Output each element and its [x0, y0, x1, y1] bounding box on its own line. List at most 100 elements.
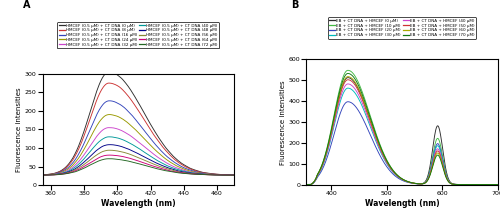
HMCEF (0.5 μM) + CT DNA (72 μM) — [40, 174, 46, 176]
HMCEF (0.5 μM) + CT DNA (24 μM) — [106, 113, 112, 116]
Line: HMCEF (0.5 μM) + CT DNA (48 μM): HMCEF (0.5 μM) + CT DNA (48 μM) — [42, 145, 234, 175]
HMCEF (0.5 μM) + CT DNA (32 μM) — [184, 170, 190, 172]
HMCEF (0.5 μM) + CT DNA (16 μM) — [152, 143, 158, 146]
HMCEF (0.5 μM) + CT DNA (72 μM) — [228, 174, 234, 176]
HMCEF (0.5 μM) + CT DNA (48 μM) — [230, 174, 236, 176]
HMCEF (0.5 μM) + CT DNA (0 μM) — [152, 131, 158, 134]
HMCEF (0.5 μM) + CT DNA (64 μM) — [152, 166, 158, 168]
Line: HMCEF (0.5 μM) + CT DNA (40 μM): HMCEF (0.5 μM) + CT DNA (40 μM) — [42, 137, 234, 175]
Y-axis label: Fluorescence intensities: Fluorescence intensities — [16, 87, 22, 172]
HMCEF (0.5 μM) + CT DNA (16 μM) — [88, 125, 94, 127]
X-axis label: Wavelength (nm): Wavelength (nm) — [364, 199, 439, 208]
HMCEF (0.5 μM) + CT DNA (32 μM) — [168, 164, 174, 166]
HMCEF (0.5 μM) + CT DNA (64 μM) — [88, 160, 94, 163]
Line: HMCEF (0.5 μM) + CT DNA (64 μM): HMCEF (0.5 μM) + CT DNA (64 μM) — [42, 155, 234, 175]
HMCEF (0.5 μM) + CT DNA (24 μM) — [88, 134, 94, 136]
Text: B: B — [291, 0, 298, 10]
HMCEF (0.5 μM) + CT DNA (8 μM) — [184, 166, 190, 169]
HMCEF (0.5 μM) + CT DNA (0 μM) — [126, 87, 132, 89]
HMCEF (0.5 μM) + CT DNA (64 μM) — [74, 169, 80, 172]
HMCEF (0.5 μM) + CT DNA (48 μM) — [184, 171, 190, 174]
HMCEF (0.5 μM) + CT DNA (0 μM) — [74, 150, 80, 152]
HMCEF (0.5 μM) + CT DNA (40 μM) — [88, 149, 94, 151]
HMCEF (0.5 μM) + CT DNA (0 μM) — [230, 174, 236, 176]
HMCEF (0.5 μM) + CT DNA (72 μM) — [230, 174, 236, 176]
HMCEF (0.5 μM) + CT DNA (40 μM) — [152, 158, 158, 161]
HMCEF (0.5 μM) + CT DNA (32 μM) — [41, 174, 47, 176]
HMCEF (0.5 μM) + CT DNA (0 μM) — [106, 71, 112, 73]
HMCEF (0.5 μM) + CT DNA (72 μM) — [74, 170, 80, 173]
Line: HMCEF (0.5 μM) + CT DNA (8 μM): HMCEF (0.5 μM) + CT DNA (8 μM) — [42, 83, 234, 175]
HMCEF (0.5 μM) + CT DNA (64 μM) — [230, 174, 236, 176]
Line: HMCEF (0.5 μM) + CT DNA (24 μM): HMCEF (0.5 μM) + CT DNA (24 μM) — [42, 114, 234, 175]
HMCEF (0.5 μM) + CT DNA (24 μM) — [184, 169, 190, 171]
HMCEF (0.5 μM) + CT DNA (48 μM) — [40, 174, 46, 176]
HMCEF (0.5 μM) + CT DNA (0 μM) — [88, 106, 94, 108]
HMCEF (0.5 μM) + CT DNA (24 μM) — [74, 160, 80, 162]
HMCEF (0.5 μM) + CT DNA (32 μM) — [153, 155, 159, 157]
HMCEF (0.5 μM) + CT DNA (32 μM) — [230, 174, 236, 176]
Line: HMCEF (0.5 μM) + CT DNA (56 μM): HMCEF (0.5 μM) + CT DNA (56 μM) — [42, 150, 234, 175]
HMCEF (0.5 μM) + CT DNA (56 μM) — [106, 149, 112, 152]
HMCEF (0.5 μM) + CT DNA (24 μM) — [230, 174, 235, 176]
HMCEF (0.5 μM) + CT DNA (48 μM) — [168, 167, 173, 170]
HMCEF (0.5 μM) + CT DNA (16 μM) — [40, 174, 46, 176]
HMCEF (0.5 μM) + CT DNA (40 μM) — [40, 174, 46, 176]
HMCEF (0.5 μM) + CT DNA (0 μM) — [184, 165, 190, 168]
HMCEF (0.5 μM) + CT DNA (32 μM) — [40, 174, 46, 176]
HMCEF (0.5 μM) + CT DNA (40 μM) — [184, 171, 190, 173]
Legend: EB + CT DNA + HMCEF (0 μM), EB + CT DNA + HMCEF (10 μM), EB + CT DNA + HMCEF (20: EB + CT DNA + HMCEF (0 μM), EB + CT DNA … — [328, 17, 476, 39]
HMCEF (0.5 μM) + CT DNA (64 μM) — [107, 154, 113, 156]
HMCEF (0.5 μM) + CT DNA (16 μM) — [74, 157, 80, 159]
Line: HMCEF (0.5 μM) + CT DNA (32 μM): HMCEF (0.5 μM) + CT DNA (32 μM) — [42, 128, 234, 175]
HMCEF (0.5 μM) + CT DNA (40 μM) — [168, 166, 173, 168]
HMCEF (0.5 μM) + CT DNA (8 μM) — [74, 152, 80, 155]
HMCEF (0.5 μM) + CT DNA (24 μM) — [152, 149, 158, 152]
HMCEF (0.5 μM) + CT DNA (56 μM) — [184, 172, 190, 174]
HMCEF (0.5 μM) + CT DNA (16 μM) — [168, 158, 173, 160]
HMCEF (0.5 μM) + CT DNA (32 μM) — [106, 126, 112, 129]
HMCEF (0.5 μM) + CT DNA (24 μM) — [126, 123, 132, 125]
Legend: HMCEF (0.5 μM) + CT DNA (0 μM), HMCEF (0.5 μM) + CT DNA (8 μM), HMCEF (0.5 μM) +: HMCEF (0.5 μM) + CT DNA (0 μM), HMCEF (0… — [57, 22, 219, 48]
HMCEF (0.5 μM) + CT DNA (48 μM) — [126, 148, 132, 151]
HMCEF (0.5 μM) + CT DNA (40 μM) — [230, 174, 236, 176]
HMCEF (0.5 μM) + CT DNA (56 μM) — [152, 163, 158, 166]
HMCEF (0.5 μM) + CT DNA (8 μM) — [88, 113, 94, 115]
Line: HMCEF (0.5 μM) + CT DNA (16 μM): HMCEF (0.5 μM) + CT DNA (16 μM) — [42, 101, 234, 175]
HMCEF (0.5 μM) + CT DNA (72 μM) — [126, 160, 132, 163]
HMCEF (0.5 μM) + CT DNA (0 μM) — [168, 152, 173, 155]
HMCEF (0.5 μM) + CT DNA (8 μM) — [40, 174, 46, 176]
HMCEF (0.5 μM) + CT DNA (16 μM) — [126, 111, 132, 114]
HMCEF (0.5 μM) + CT DNA (56 μM) — [40, 174, 46, 176]
HMCEF (0.5 μM) + CT DNA (24 μM) — [230, 174, 236, 176]
HMCEF (0.5 μM) + CT DNA (72 μM) — [184, 172, 190, 175]
Text: A: A — [24, 0, 31, 10]
HMCEF (0.5 μM) + CT DNA (72 μM) — [107, 158, 113, 160]
HMCEF (0.5 μM) + CT DNA (64 μM) — [168, 170, 173, 172]
HMCEF (0.5 μM) + CT DNA (48 μM) — [88, 154, 94, 156]
X-axis label: Wavelength (nm): Wavelength (nm) — [101, 199, 176, 208]
HMCEF (0.5 μM) + CT DNA (40 μM) — [126, 142, 132, 144]
HMCEF (0.5 μM) + CT DNA (64 μM) — [228, 174, 234, 176]
HMCEF (0.5 μM) + CT DNA (32 μM) — [89, 142, 95, 144]
HMCEF (0.5 μM) + CT DNA (64 μM) — [40, 174, 46, 176]
Line: HMCEF (0.5 μM) + CT DNA (72 μM): HMCEF (0.5 μM) + CT DNA (72 μM) — [42, 159, 234, 175]
HMCEF (0.5 μM) + CT DNA (8 μM) — [168, 154, 173, 157]
HMCEF (0.5 μM) + CT DNA (16 μM) — [184, 168, 190, 170]
HMCEF (0.5 μM) + CT DNA (56 μM) — [228, 174, 234, 176]
HMCEF (0.5 μM) + CT DNA (72 μM) — [88, 163, 94, 166]
HMCEF (0.5 μM) + CT DNA (56 μM) — [168, 168, 173, 171]
HMCEF (0.5 μM) + CT DNA (8 μM) — [106, 82, 112, 84]
HMCEF (0.5 μM) + CT DNA (8 μM) — [126, 96, 132, 99]
HMCEF (0.5 μM) + CT DNA (32 μM) — [74, 162, 80, 165]
HMCEF (0.5 μM) + CT DNA (64 μM) — [184, 172, 190, 175]
HMCEF (0.5 μM) + CT DNA (72 μM) — [152, 167, 158, 170]
HMCEF (0.5 μM) + CT DNA (8 μM) — [152, 136, 158, 138]
HMCEF (0.5 μM) + CT DNA (32 μM) — [126, 134, 132, 137]
HMCEF (0.5 μM) + CT DNA (56 μM) — [230, 174, 236, 176]
HMCEF (0.5 μM) + CT DNA (40 μM) — [106, 135, 112, 138]
HMCEF (0.5 μM) + CT DNA (0 μM) — [40, 174, 46, 176]
HMCEF (0.5 μM) + CT DNA (48 μM) — [152, 161, 158, 164]
HMCEF (0.5 μM) + CT DNA (24 μM) — [40, 174, 46, 176]
HMCEF (0.5 μM) + CT DNA (24 μM) — [168, 161, 173, 163]
